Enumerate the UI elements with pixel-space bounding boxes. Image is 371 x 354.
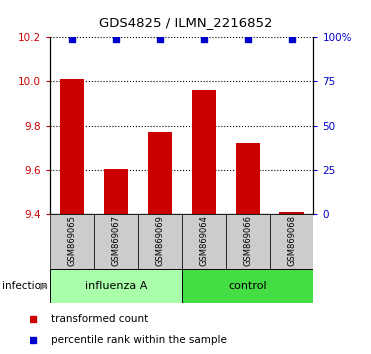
Text: GSM869069: GSM869069 (155, 215, 164, 266)
Text: GDS4825 / ILMN_2216852: GDS4825 / ILMN_2216852 (99, 16, 272, 29)
Text: GSM869067: GSM869067 (111, 215, 121, 266)
Bar (50, 269, 182, 303)
Bar (236, 143, 260, 214)
Bar (94, 214, 138, 269)
Text: control: control (228, 281, 267, 291)
Text: percentile rank within the sample: percentile rank within the sample (51, 335, 227, 345)
Text: transformed count: transformed count (51, 314, 148, 324)
Bar (138, 214, 182, 269)
Text: GSM869066: GSM869066 (243, 215, 252, 266)
Text: influenza A: influenza A (85, 281, 147, 291)
Bar (148, 132, 172, 214)
Bar (60, 79, 84, 214)
Bar (226, 214, 270, 269)
Bar (270, 214, 313, 269)
Text: ▶: ▶ (40, 281, 47, 291)
Bar (192, 90, 216, 214)
Bar (182, 269, 313, 303)
Text: GSM869064: GSM869064 (199, 215, 208, 266)
Text: infection: infection (2, 281, 47, 291)
Bar (279, 212, 303, 214)
Bar (182, 214, 226, 269)
Text: GSM869065: GSM869065 (68, 215, 76, 266)
Bar (104, 169, 128, 214)
Bar (50, 214, 94, 269)
Text: GSM869068: GSM869068 (287, 215, 296, 266)
